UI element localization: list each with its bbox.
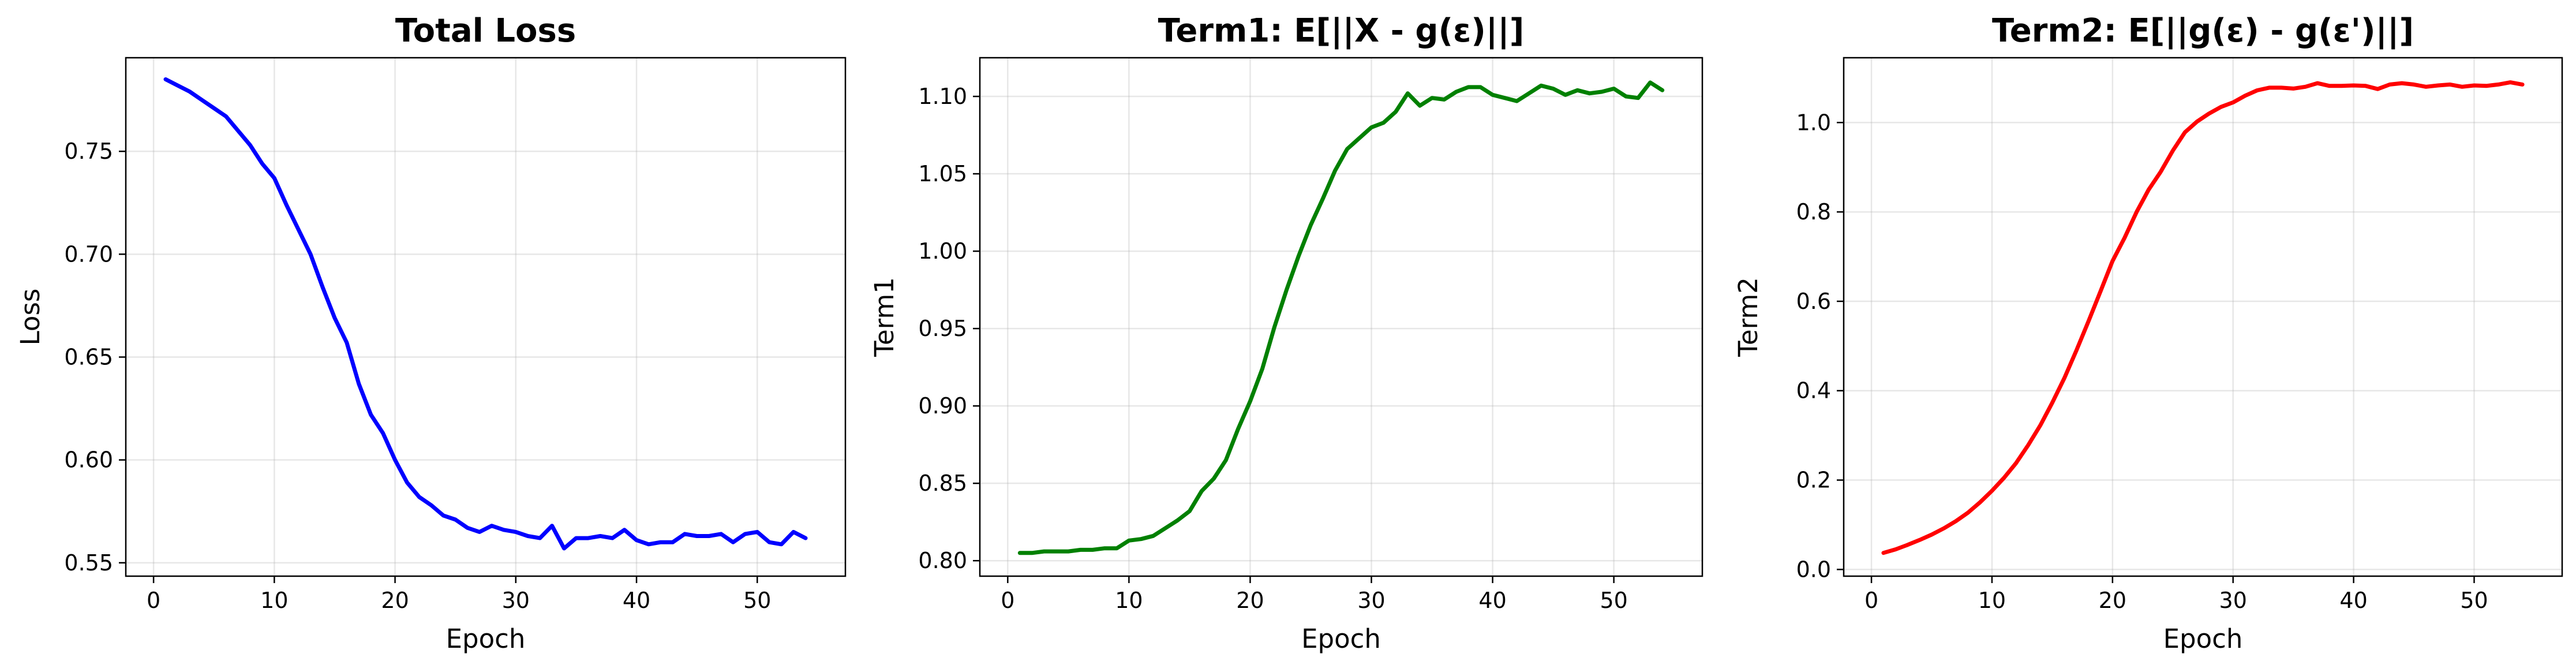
panel-term1: 0 10 20 30 40 50 0.80 0.85 0.90 0.95 1.00 1.05 1.10 T…	[869, 12, 1703, 654]
x-axis-label: Epoch	[1301, 624, 1381, 654]
y-tick-label: 0.70	[64, 241, 113, 267]
y-axis-label: Term1	[869, 277, 900, 357]
x-tick-label: 10	[1978, 588, 2006, 613]
y-tick-label: 1.05	[918, 161, 967, 186]
panel-total-loss: 0 10 20 30 40 50 0.55 0.60 0.65 0.70 0.75 Total Los…	[15, 12, 847, 654]
x-tick-label: 0	[147, 588, 160, 613]
x-tick-label: 20	[381, 588, 409, 613]
y-tick-label: 0.65	[64, 344, 113, 369]
x-tick-label: 30	[502, 588, 530, 613]
x-axis-label: Epoch	[446, 624, 526, 654]
y-tick-label: 1.0	[1796, 110, 1831, 135]
y-tick-label: 0.4	[1796, 378, 1831, 404]
y-tick-label: 0.6	[1796, 289, 1831, 314]
chart-title: Total Loss	[395, 12, 576, 50]
y-tick-label: 0.8	[1796, 199, 1831, 225]
plot-frame	[125, 57, 847, 577]
y-axis-label: Loss	[15, 289, 46, 346]
x-tick-label: 0	[1864, 588, 1878, 613]
series-line	[1017, 80, 1665, 555]
series-line	[163, 77, 808, 551]
y-tick-label: 0.80	[918, 548, 967, 573]
x-tick-label: 50	[743, 588, 771, 613]
y-tick-label: 0.90	[918, 393, 967, 419]
x-tick-label: 0	[1001, 588, 1014, 613]
x-tick-label: 10	[260, 588, 288, 613]
x-tick-label: 40	[2339, 588, 2367, 613]
y-tick-label: 0.60	[64, 447, 113, 473]
x-tick-label: 10	[1115, 588, 1143, 613]
x-tick-label: 20	[1236, 588, 1264, 613]
y-tick-label: 0.75	[64, 139, 113, 164]
y-tick-label: 0.85	[918, 471, 967, 496]
y-tick-label: 0.95	[918, 316, 967, 341]
chart-title: Term1: E[||X - g(ε)||]	[1158, 12, 1525, 50]
x-tick-label: 30	[1357, 588, 1385, 613]
y-tick-label: 0.0	[1796, 557, 1831, 582]
x-tick-label: 40	[623, 588, 650, 613]
x-tick-label: 20	[2099, 588, 2126, 613]
y-tick-label: 1.00	[918, 238, 967, 264]
x-tick-label: 50	[2460, 588, 2488, 613]
x-axis-label: Epoch	[2163, 624, 2243, 654]
y-tick-label: 0.2	[1796, 468, 1831, 493]
y-tick-label: 0.55	[64, 550, 113, 576]
y-tick-label: 1.10	[918, 84, 967, 109]
plot-frame	[979, 57, 1703, 577]
plot-frame	[1843, 57, 2563, 577]
x-tick-label: 30	[2219, 588, 2247, 613]
panel-term2: 0 10 20 30 40 50 0.0 0.2 0.4 0.6 0.8 1.0 Term2: E[||…	[1733, 12, 2563, 654]
chart-title: Term2: E[||g(ε) - g(ε')||]	[1992, 12, 2414, 50]
x-tick-label: 50	[1600, 588, 1627, 613]
x-tick-label: 40	[1478, 588, 1506, 613]
series-line	[1881, 80, 2525, 555]
y-axis-label: Term2	[1733, 277, 1763, 357]
